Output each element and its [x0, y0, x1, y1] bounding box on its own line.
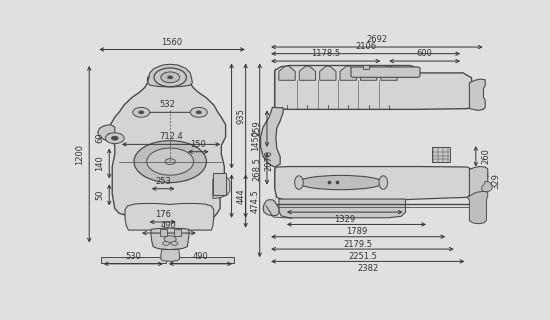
Text: 2070: 2070 — [265, 150, 274, 171]
Text: 268.5: 268.5 — [253, 157, 262, 180]
Polygon shape — [274, 166, 471, 200]
Polygon shape — [320, 66, 336, 80]
Polygon shape — [340, 66, 356, 80]
Circle shape — [134, 141, 206, 182]
Ellipse shape — [298, 175, 383, 190]
Polygon shape — [470, 166, 488, 200]
Circle shape — [163, 241, 169, 245]
Text: 2251.5: 2251.5 — [348, 252, 377, 261]
Text: 176: 176 — [155, 210, 170, 219]
Polygon shape — [263, 200, 279, 216]
Ellipse shape — [379, 176, 388, 189]
Polygon shape — [470, 79, 485, 110]
Bar — [161, 228, 167, 236]
Circle shape — [139, 111, 144, 114]
Circle shape — [133, 108, 150, 117]
Circle shape — [161, 72, 179, 83]
Text: 253: 253 — [155, 177, 171, 186]
Polygon shape — [161, 250, 179, 261]
Polygon shape — [299, 66, 316, 80]
Text: 2106: 2106 — [355, 42, 376, 51]
Text: 1200: 1200 — [75, 144, 84, 165]
Ellipse shape — [295, 176, 303, 189]
Text: 260: 260 — [481, 148, 490, 164]
Polygon shape — [261, 108, 283, 167]
Polygon shape — [381, 66, 397, 80]
Bar — [174, 228, 182, 236]
Text: 50: 50 — [95, 190, 104, 200]
Text: 530: 530 — [125, 252, 141, 261]
Circle shape — [196, 111, 201, 114]
Circle shape — [164, 236, 176, 243]
Text: 1329: 1329 — [334, 215, 355, 224]
Text: 150: 150 — [190, 140, 206, 149]
Text: 1178.5: 1178.5 — [311, 49, 340, 58]
Polygon shape — [111, 68, 226, 231]
Text: 490: 490 — [161, 221, 177, 230]
Polygon shape — [279, 199, 405, 218]
Text: 1789: 1789 — [346, 228, 367, 236]
Polygon shape — [213, 176, 230, 198]
Text: 600: 600 — [417, 49, 433, 58]
Bar — [171, 257, 234, 263]
Text: 2692: 2692 — [366, 35, 388, 44]
Bar — [101, 257, 166, 263]
Polygon shape — [274, 66, 471, 109]
Circle shape — [165, 159, 175, 164]
Text: 1450: 1450 — [251, 130, 260, 151]
Circle shape — [154, 68, 186, 87]
Polygon shape — [151, 228, 189, 250]
Circle shape — [111, 136, 118, 140]
Text: 1560: 1560 — [162, 37, 183, 46]
Text: 2382: 2382 — [357, 264, 378, 273]
Polygon shape — [481, 181, 492, 192]
Text: 444: 444 — [236, 188, 246, 204]
Text: 2179.5: 2179.5 — [344, 240, 373, 249]
Bar — [432, 147, 450, 162]
Polygon shape — [360, 66, 377, 80]
Text: 712.4: 712.4 — [159, 132, 183, 141]
Polygon shape — [147, 64, 192, 87]
Bar — [363, 65, 369, 69]
Text: 259: 259 — [253, 121, 262, 136]
Text: 60: 60 — [95, 132, 104, 143]
Circle shape — [190, 108, 207, 117]
Circle shape — [171, 241, 178, 245]
Circle shape — [106, 133, 124, 144]
Text: 532: 532 — [160, 100, 175, 109]
Text: 140: 140 — [95, 156, 104, 171]
Bar — [213, 173, 225, 195]
Text: 935: 935 — [236, 108, 246, 124]
Polygon shape — [98, 124, 115, 142]
Text: 474.5: 474.5 — [251, 189, 260, 213]
FancyBboxPatch shape — [351, 67, 420, 77]
Text: 329: 329 — [492, 173, 500, 189]
Polygon shape — [125, 204, 213, 230]
Polygon shape — [468, 191, 488, 224]
Circle shape — [147, 148, 194, 175]
Circle shape — [168, 76, 173, 79]
Text: 490: 490 — [192, 252, 208, 261]
Polygon shape — [279, 66, 295, 80]
